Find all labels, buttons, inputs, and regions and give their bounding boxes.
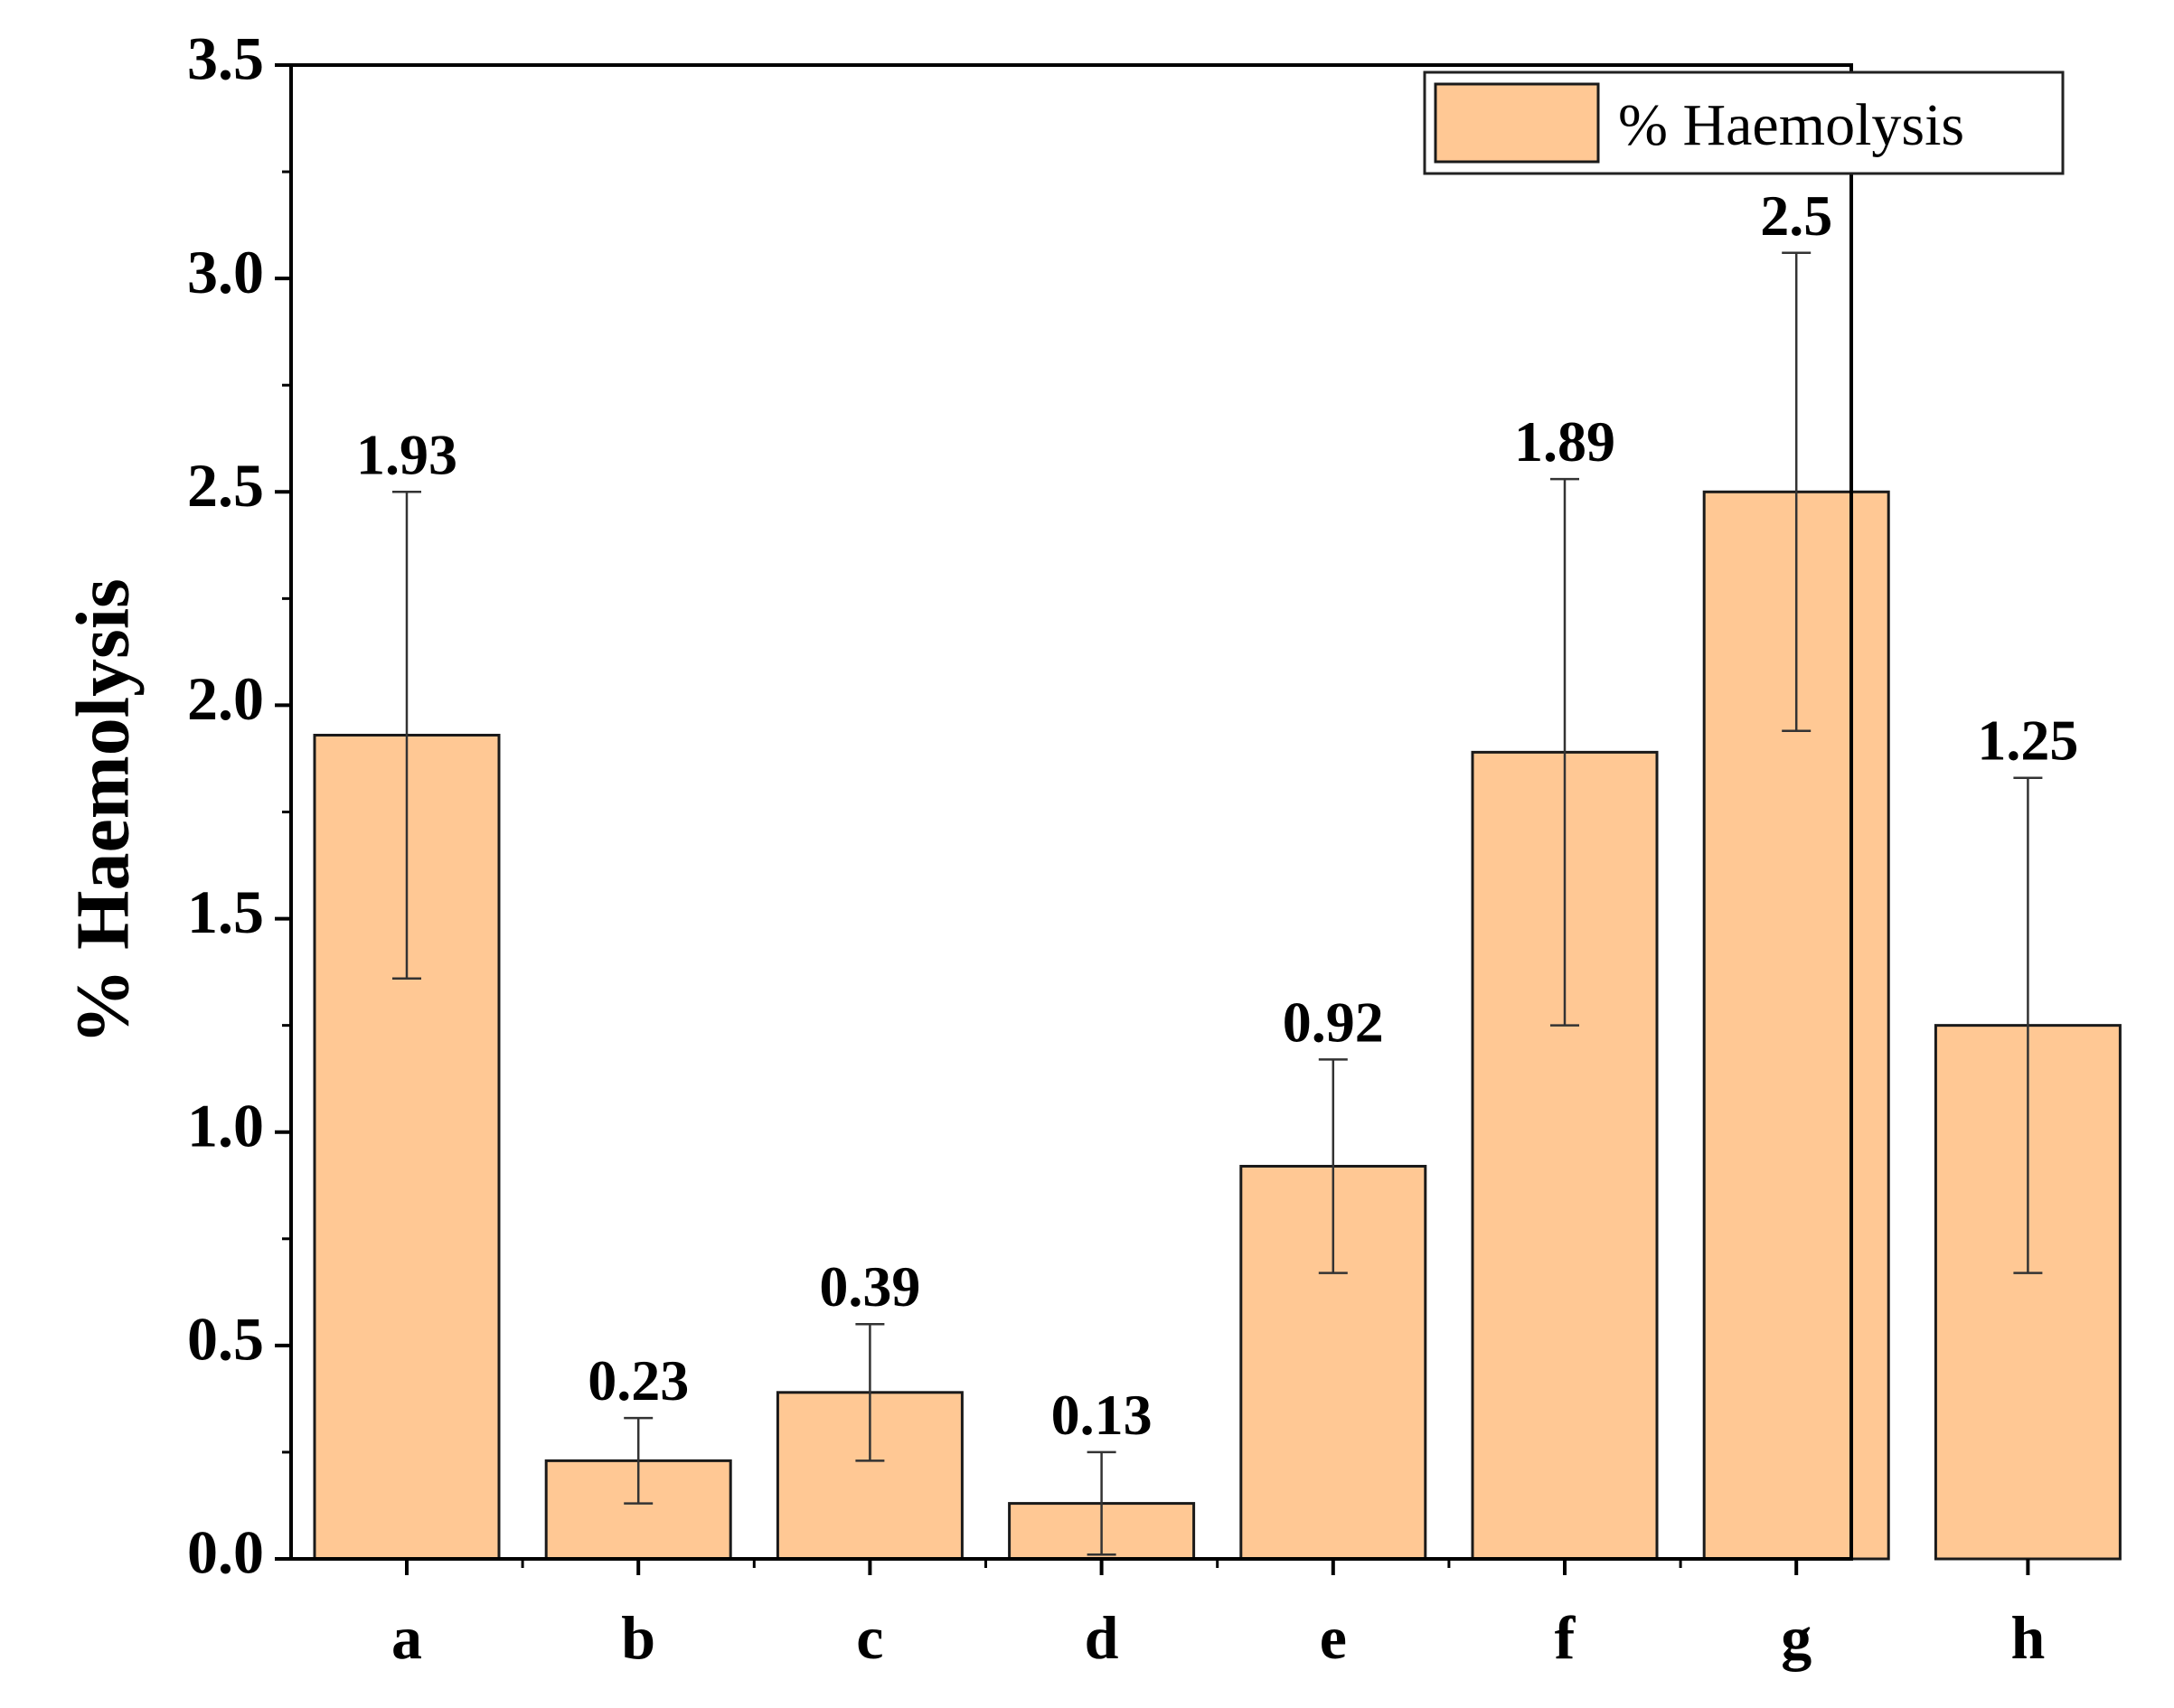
x-tick-label-g: g bbox=[1781, 1603, 1812, 1672]
x-tick-label-b: b bbox=[621, 1603, 655, 1672]
x-tick-label-h: h bbox=[2010, 1603, 2045, 1672]
y-tick-label: 1.0 bbox=[187, 1091, 264, 1159]
data-label-a: 1.93 bbox=[356, 422, 457, 486]
data-label-h: 1.25 bbox=[1977, 709, 2078, 773]
y-tick-label: 3.0 bbox=[187, 238, 264, 306]
y-axis-ticks: 0.0 0.5 1.0 1.5 2.0 2.5 3.0 3.5 bbox=[187, 24, 291, 1587]
y-tick-label: 0.5 bbox=[187, 1304, 264, 1373]
legend-label: % Haemolysis bbox=[1618, 92, 1964, 158]
data-label-c: 0.39 bbox=[819, 1254, 920, 1319]
x-tick-label-a: a bbox=[391, 1603, 422, 1672]
data-label-b: 0.23 bbox=[588, 1348, 689, 1412]
x-tick-label-f: f bbox=[1555, 1603, 1576, 1672]
data-label-g: 2.5 bbox=[1760, 183, 1832, 248]
error-bars-layer bbox=[392, 251, 2043, 1556]
y-tick-label: 3.5 bbox=[187, 24, 264, 93]
data-label-e: 0.92 bbox=[1283, 990, 1384, 1054]
data-label-d: 0.13 bbox=[1051, 1383, 1153, 1447]
y-axis-title: % Haemolysis bbox=[61, 578, 145, 1045]
x-tick-label-c: c bbox=[856, 1603, 883, 1672]
x-tick-label-d: d bbox=[1085, 1603, 1119, 1672]
bars-layer bbox=[313, 490, 2122, 1561]
legend: % Haemolysis bbox=[1423, 70, 2065, 175]
legend-swatch bbox=[1434, 82, 1600, 164]
y-tick-label: 1.5 bbox=[187, 877, 264, 946]
y-tick-label: 2.5 bbox=[187, 451, 264, 520]
data-labels-layer: 1.93 0.23 0.39 0.13 0.92 1.89 2.5 1.25 bbox=[356, 183, 2078, 1447]
x-axis-ticks: a b c d e f g h bbox=[391, 1559, 2045, 1672]
y-tick-label: 0.0 bbox=[187, 1518, 264, 1587]
x-tick-label-e: e bbox=[1320, 1603, 1347, 1672]
data-label-f: 1.89 bbox=[1514, 409, 1615, 474]
y-tick-label: 2.0 bbox=[187, 664, 264, 733]
